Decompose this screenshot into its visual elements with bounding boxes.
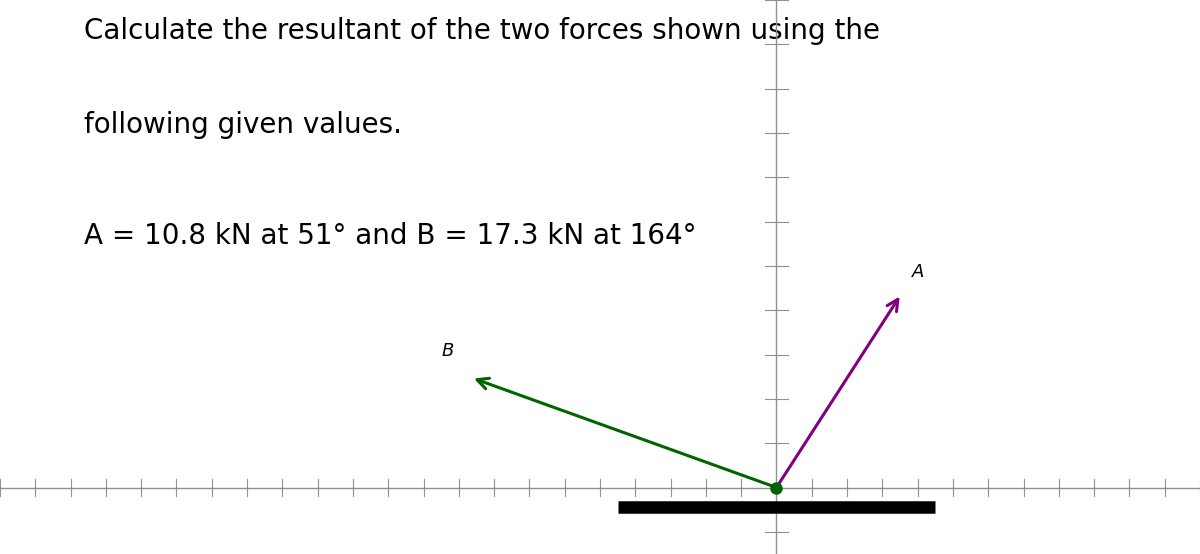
Text: Calculate the resultant of the two forces shown using the: Calculate the resultant of the two force…	[84, 17, 880, 45]
Text: A = 10.8 kN at 51° and B = 17.3 kN at 164°: A = 10.8 kN at 51° and B = 17.3 kN at 16…	[84, 222, 696, 250]
Text: B: B	[442, 342, 454, 360]
Text: following given values.: following given values.	[84, 111, 402, 139]
Text: A: A	[912, 263, 924, 281]
